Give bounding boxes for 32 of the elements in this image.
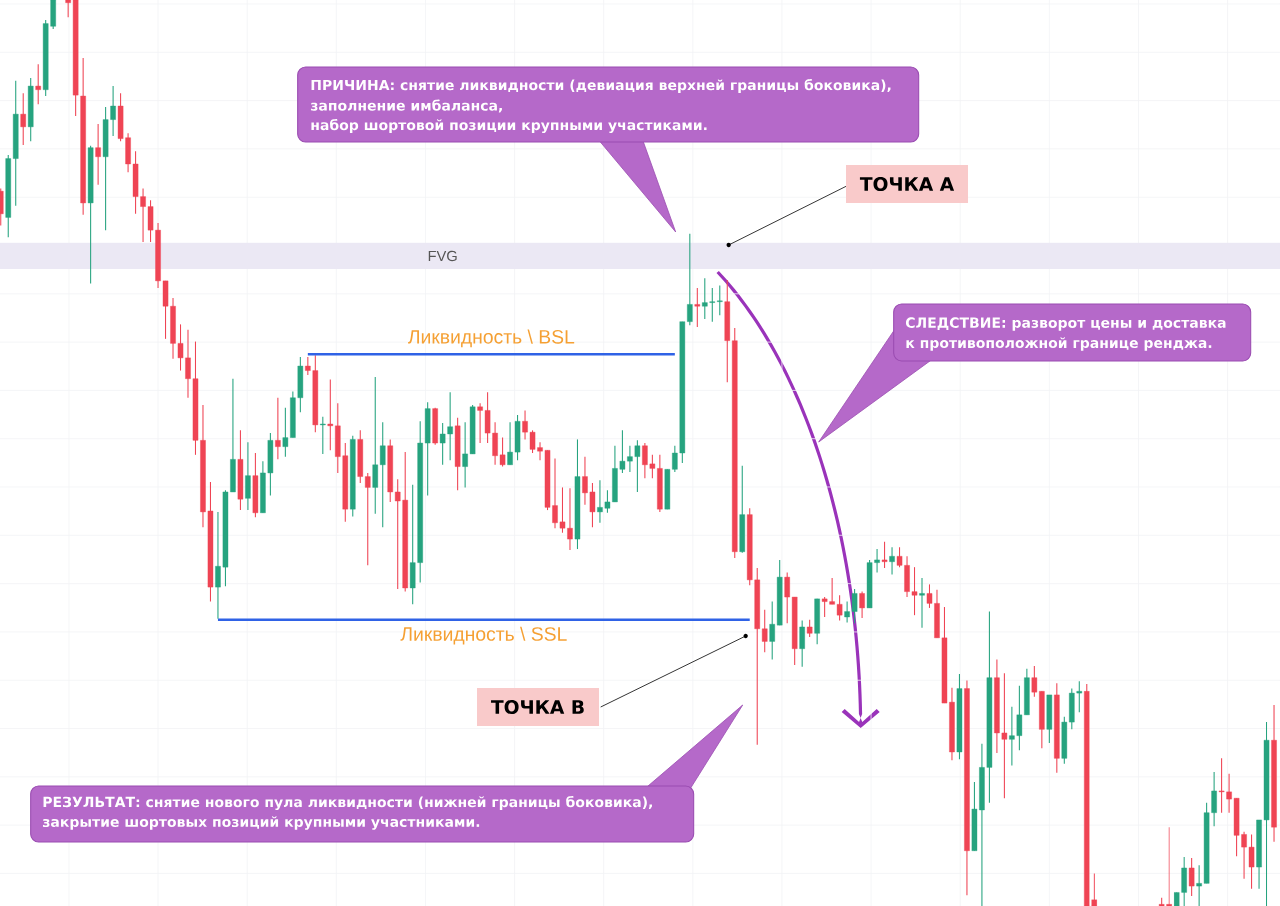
band-label: FVG — [428, 250, 457, 262]
annotation: заполнение имбаланса, — [310, 99, 502, 113]
candlestick — [761, 609, 768, 653]
candlestick — [95, 123, 101, 186]
candlestick — [799, 620, 805, 668]
series-label: Ликвидность \ SSL — [400, 626, 567, 645]
annotation: закрытие шортовых позиций крупными участниками. — [42, 816, 480, 830]
annotation: РЕЗУЛЬТАТ: снятие нового пула ликвидности (нижней границы боковика), — [43, 795, 652, 811]
candlestick — [769, 601, 775, 661]
candlestick — [859, 591, 865, 619]
candlestick — [919, 577, 925, 629]
series-label: Ликвидность \ BSL — [408, 329, 575, 348]
annotation: СЛЕДСТВИЕ: разворот цены и доставка — [905, 317, 1226, 331]
candlestick — [327, 379, 334, 451]
annotation: к противоположной границе ренджа. — [906, 337, 1212, 351]
candlestick — [275, 397, 281, 460]
annotation: набор шортовой позиции крупными участиками. — [311, 118, 707, 134]
candlestick — [245, 441, 251, 511]
candlestick — [320, 416, 326, 455]
annotation: ТОЧКА А — [859, 176, 955, 192]
candlestick — [881, 541, 888, 569]
candlestick — [20, 92, 26, 146]
candlestick — [365, 472, 371, 566]
candlestick — [372, 376, 378, 515]
annotation: ПРИЧИНА: снятие ликвидности (девиация верхней границы боковика), — [311, 79, 891, 93]
candlestick — [717, 284, 723, 316]
candlestick — [1188, 857, 1195, 897]
candlestick — [35, 63, 41, 105]
annotation: ТОЧКА В — [491, 699, 584, 715]
candlestick — [379, 421, 386, 528]
candlestick — [889, 546, 895, 575]
candlestick — [694, 287, 701, 328]
